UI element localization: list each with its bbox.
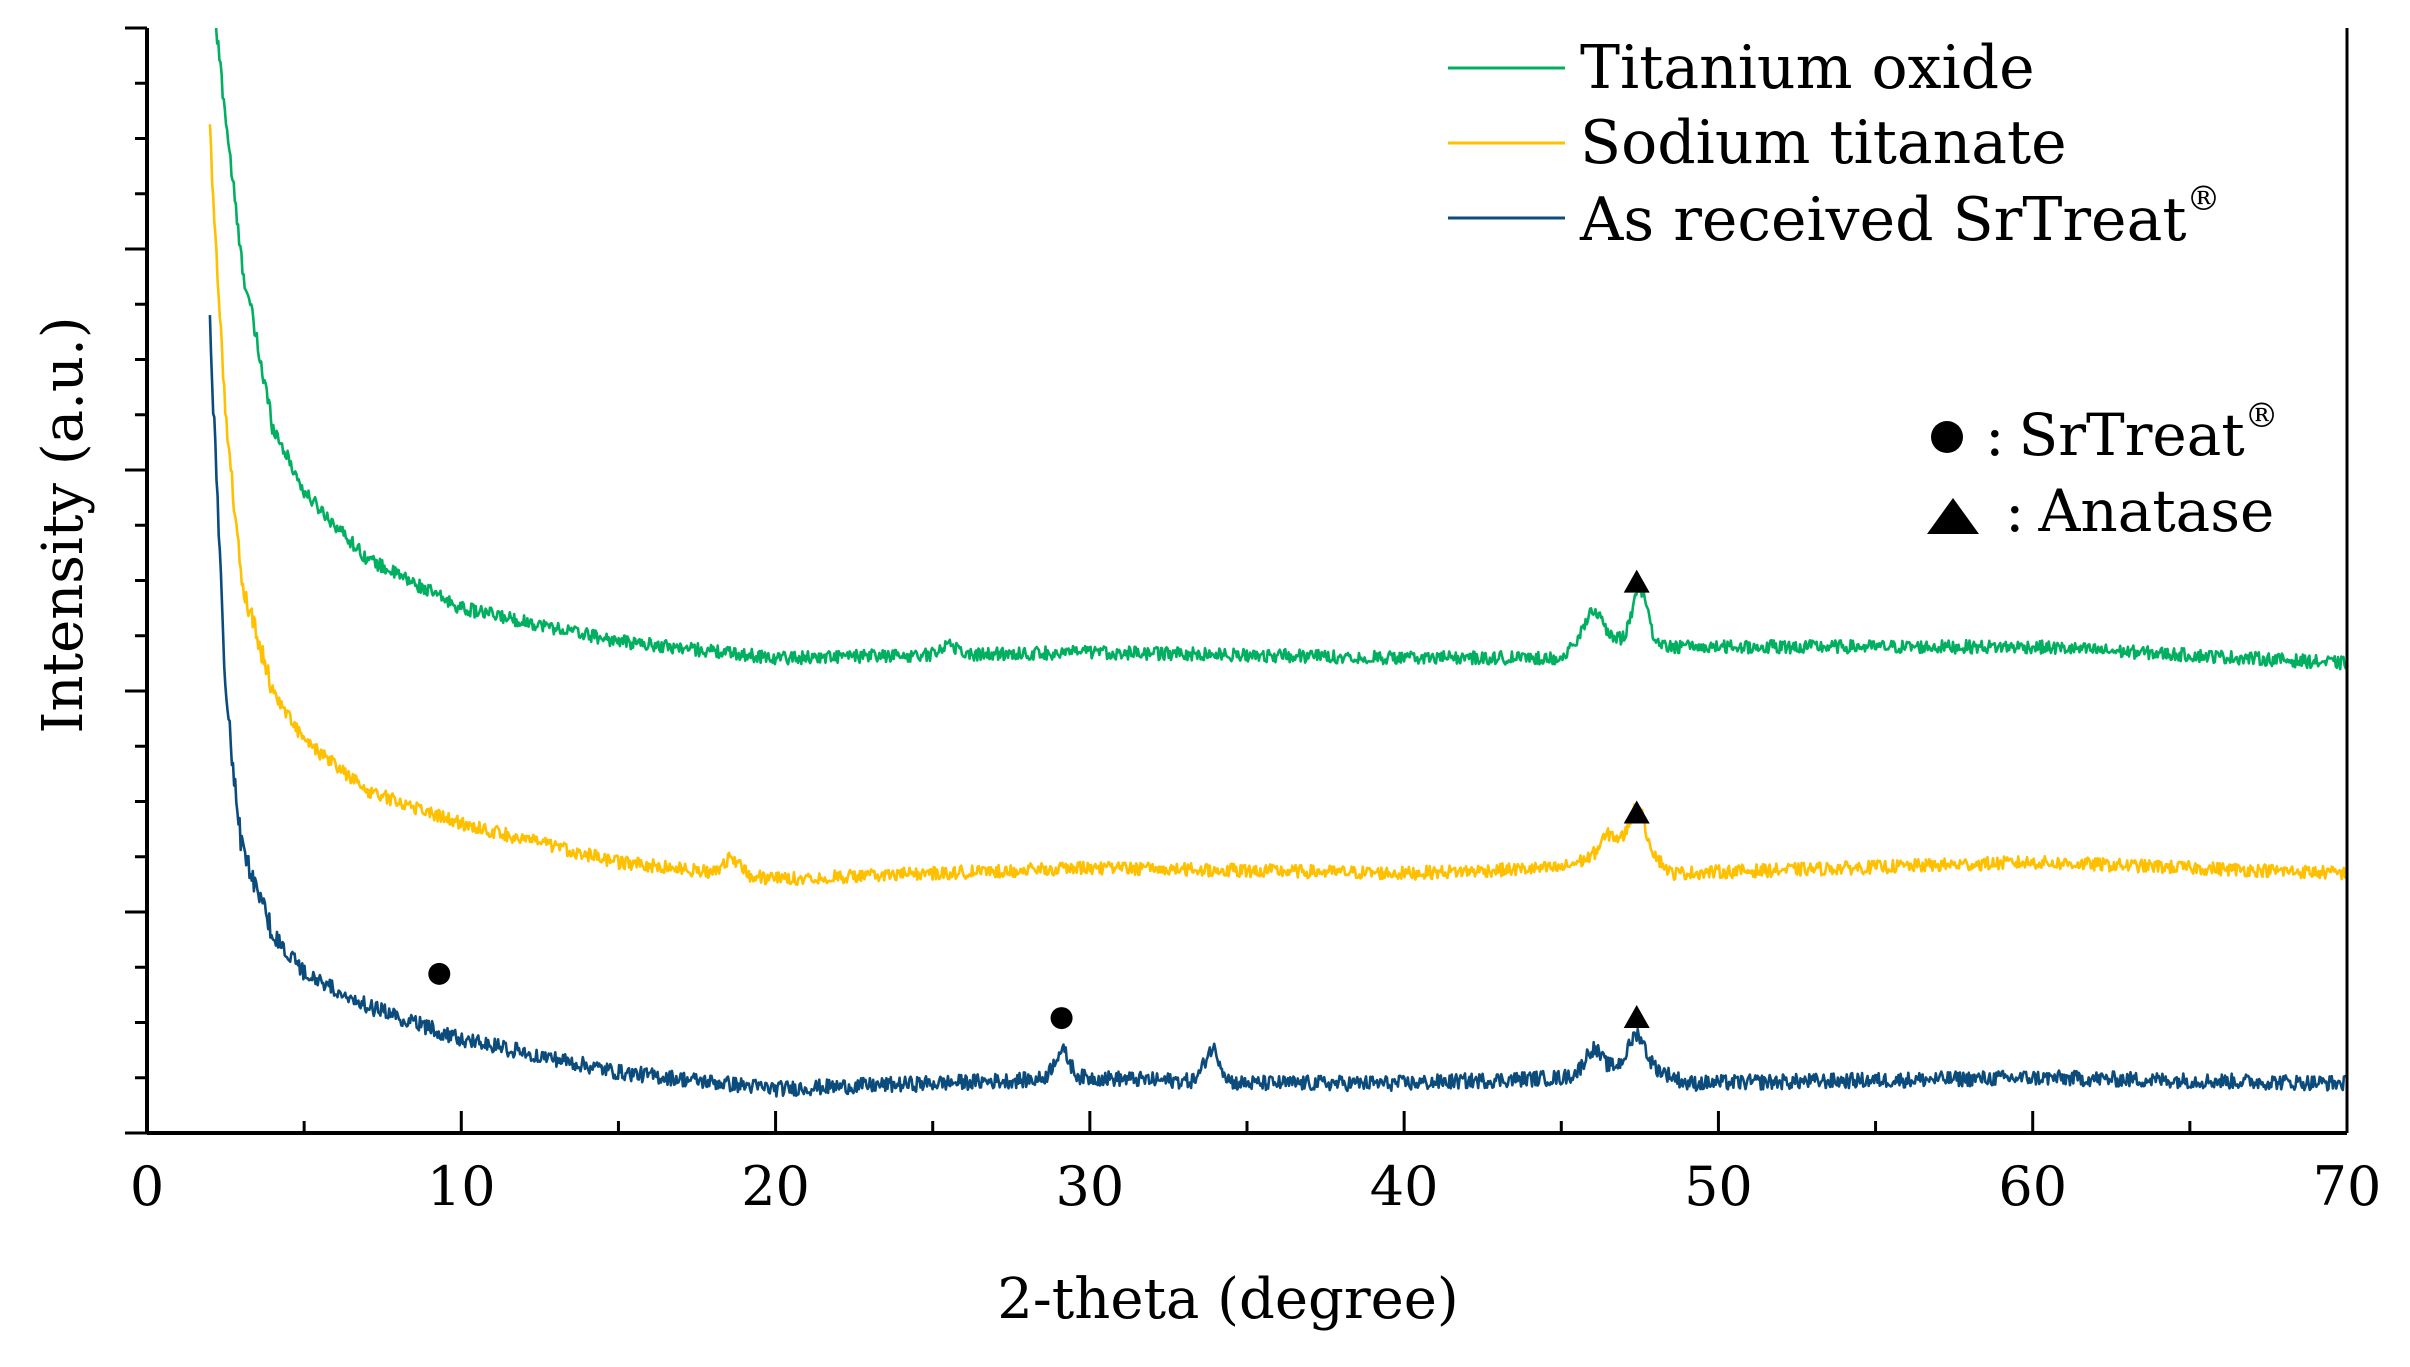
srtreat-peak-marker <box>1050 1007 1073 1030</box>
x-tick-label: 0 <box>130 1155 164 1218</box>
x-tick-label: 40 <box>1370 1155 1439 1218</box>
series-line-0 <box>214 27 2348 671</box>
x-tick-label: 70 <box>2313 1155 2382 1218</box>
anatase-peak-marker <box>1623 569 1650 593</box>
marker-legend-circle-icon <box>1931 421 1963 453</box>
legend-label-titanium-oxide: Titanium oxide <box>1580 33 2035 103</box>
anatase-peak-marker <box>1623 1004 1650 1028</box>
y-ticks <box>125 26 147 1135</box>
x-tick-label: 60 <box>1998 1155 2067 1218</box>
marker-legend: : SrTreat® : Anatase <box>1927 396 2279 545</box>
anatase-peak-marker <box>1623 800 1650 824</box>
series-line-2 <box>208 315 2347 1098</box>
x-tick-label: 30 <box>1055 1155 1124 1218</box>
legend-label-as-received-srtreat: As received SrTreat® <box>1579 179 2220 255</box>
x-tick-label: 20 <box>741 1155 810 1218</box>
legend-label-sodium-titanate: Sodium titanate <box>1580 108 2067 178</box>
legend: Titanium oxide Sodium titanate As receiv… <box>1448 33 2220 255</box>
srtreat-peak-marker <box>428 962 451 985</box>
annotation-group <box>428 569 1650 1030</box>
marker-legend-srtreat-label: : SrTreat® <box>1985 396 2279 469</box>
x-tick-label: 50 <box>1684 1155 1753 1218</box>
x-axis-label: 2-theta (degree) <box>997 1267 1459 1332</box>
series-line-1 <box>208 124 2347 887</box>
marker-legend-anatase-label: : Anatase <box>2005 477 2274 545</box>
marker-legend-triangle-icon <box>1927 498 1979 534</box>
series-group <box>208 27 2348 1098</box>
x-ticks: 0 10 20 30 40 50 60 70 <box>130 1111 2382 1218</box>
y-axis-label: Intensity (a.u.) <box>31 316 96 733</box>
x-tick-label: 10 <box>427 1155 496 1218</box>
